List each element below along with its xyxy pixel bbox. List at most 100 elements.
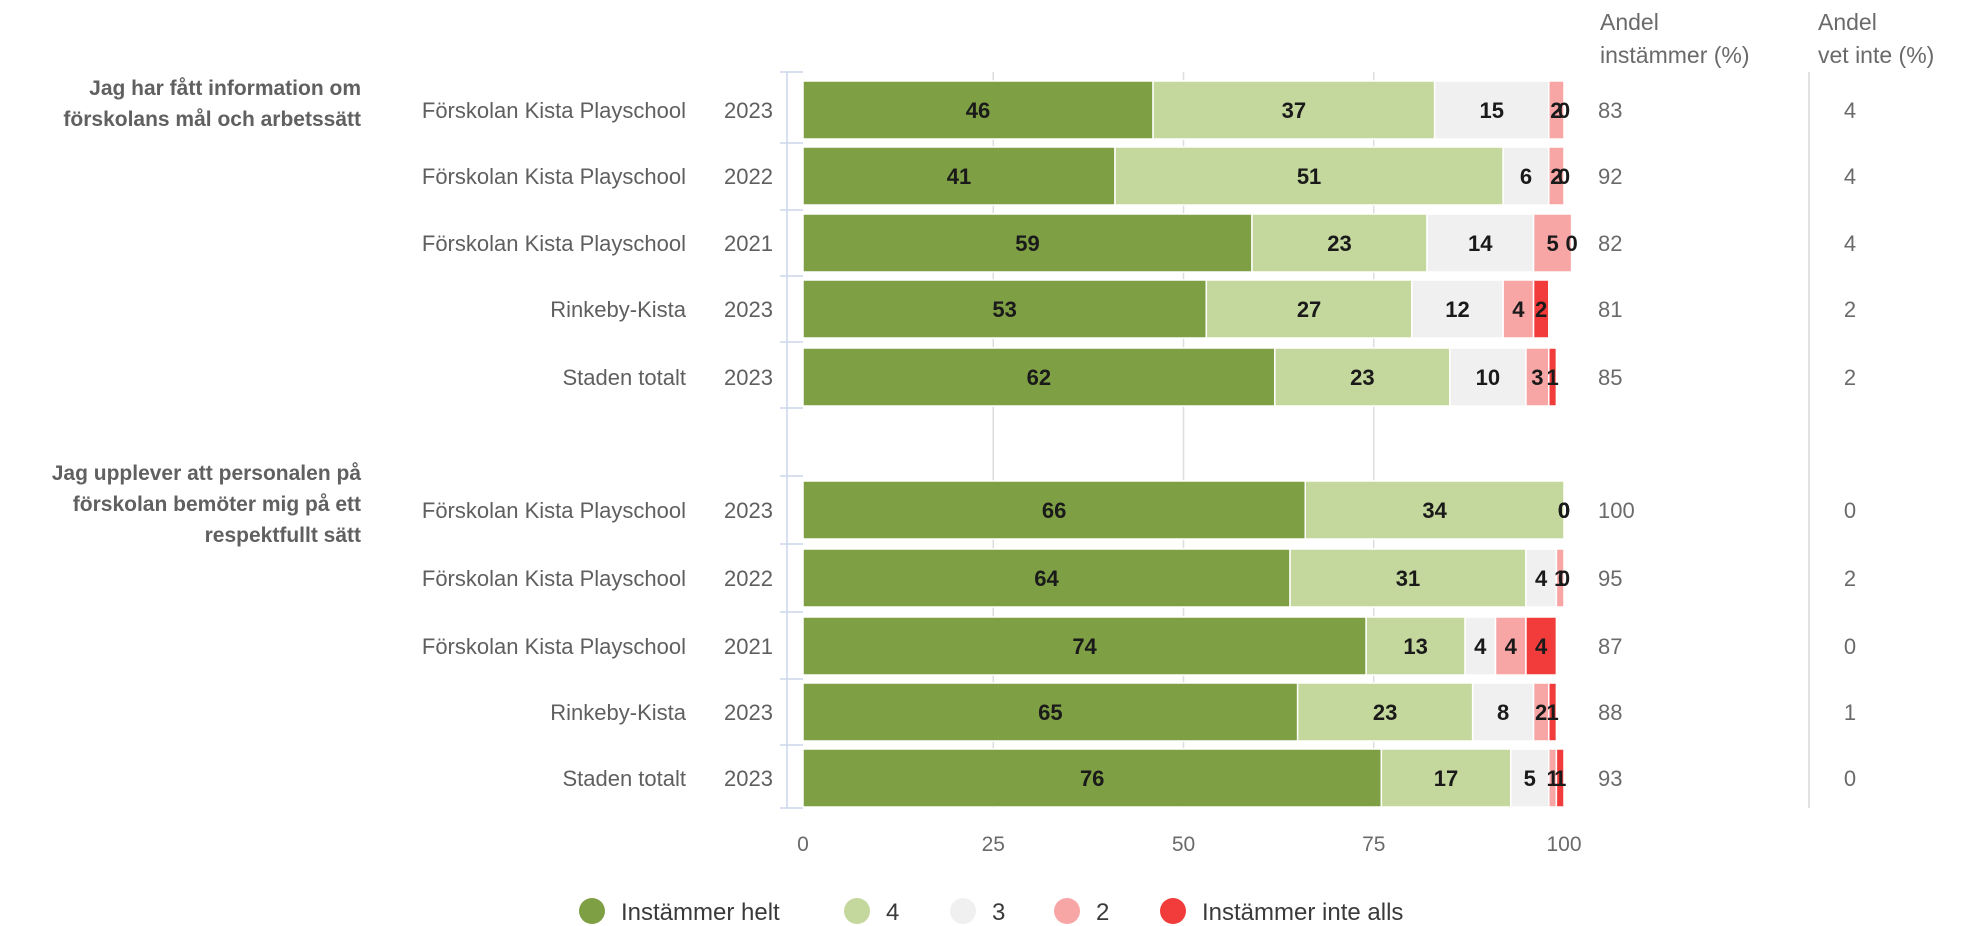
- bar-data-label: 23: [1350, 365, 1374, 390]
- x-tick-label: 75: [1362, 833, 1385, 856]
- bar-data-label: 23: [1327, 231, 1351, 256]
- bar-segment: [1525, 616, 1558, 676]
- bar-data-label: 31: [1396, 566, 1420, 591]
- row-year-label: 2023: [724, 297, 773, 322]
- legend-marker: [844, 898, 870, 924]
- bar-data-label: 3: [1531, 365, 1543, 390]
- bar-segment: [1433, 80, 1550, 140]
- share-agree-value: 93: [1598, 766, 1622, 791]
- share-dont-know-value: 0: [1844, 766, 1856, 791]
- bar-data-label: 0: [1558, 498, 1570, 523]
- bar-segment: [1532, 279, 1550, 339]
- bar-data-label: 10: [1476, 365, 1500, 390]
- bar-data-label: 76: [1080, 766, 1104, 791]
- share-dont-know-value: 0: [1844, 634, 1856, 659]
- bar-segment: [1289, 548, 1527, 608]
- share-agree-value: 82: [1598, 231, 1622, 256]
- x-tick-label: 0: [797, 833, 809, 856]
- row-year-label: 2023: [724, 365, 773, 390]
- bar-data-label: 41: [947, 164, 971, 189]
- row-unit-label: Rinkeby-Kista: [550, 297, 686, 322]
- legend-label: Instämmer inte alls: [1202, 899, 1403, 926]
- bar-data-label: 17: [1434, 766, 1458, 791]
- row-year-label: 2023: [724, 766, 773, 791]
- bar-segment: [802, 146, 1116, 206]
- bar-segment: [1365, 616, 1466, 676]
- bar-data-label: 64: [1034, 566, 1059, 591]
- bar-data-label: 4: [1535, 634, 1548, 659]
- header-share-agree: instämmer (%): [1600, 42, 1750, 68]
- bar-data-label: 62: [1027, 365, 1051, 390]
- share-dont-know-value: 4: [1844, 98, 1856, 123]
- legend-item[interactable]: 3: [950, 898, 1005, 926]
- group-label: Jag upplever att personalen på: [52, 462, 362, 485]
- header-share-agree: Andel: [1600, 9, 1659, 35]
- bar-data-label: 1: [1546, 700, 1558, 725]
- bar-segment: [1494, 616, 1527, 676]
- row-year-label: 2021: [724, 231, 773, 256]
- bar-data-label: 2: [1550, 164, 1562, 189]
- legend-item[interactable]: Instämmer helt: [579, 898, 780, 926]
- row-unit-label: Staden totalt: [562, 365, 686, 390]
- bar-segment: [1525, 548, 1558, 608]
- legend-label: 2: [1096, 899, 1109, 926]
- bar-data-label: 51: [1297, 164, 1321, 189]
- share-agree-value: 85: [1598, 365, 1622, 390]
- row-year-label: 2023: [724, 700, 773, 725]
- group-label: respektfullt sätt: [205, 524, 361, 547]
- bar-segment: [1449, 347, 1527, 407]
- header-share-dont-know: vet inte (%): [1818, 42, 1934, 68]
- bar-segment: [802, 548, 1291, 608]
- share-dont-know-value: 1: [1844, 700, 1856, 725]
- x-tick-label: 100: [1546, 833, 1581, 856]
- row-year-label: 2022: [724, 164, 773, 189]
- bar-data-label: 8: [1497, 700, 1509, 725]
- row-unit-label: Rinkeby-Kista: [550, 700, 686, 725]
- bar-segment: [1532, 213, 1573, 273]
- legend-item[interactable]: Instämmer inte alls: [1160, 898, 1403, 926]
- bar-data-label: 0: [1565, 231, 1577, 256]
- bar-data-label: 66: [1042, 498, 1066, 523]
- bar-data-label: 46: [966, 98, 990, 123]
- bar-segment: [1502, 279, 1535, 339]
- x-tick-label: 50: [1172, 833, 1195, 856]
- group-label: förskolans mål och arbetssätt: [63, 108, 361, 131]
- bar-data-label: 15: [1479, 98, 1503, 123]
- x-tick-label: 25: [982, 833, 1005, 856]
- row-labels: Jag har fått information om förskolans må…: [52, 77, 773, 791]
- legend-item[interactable]: 4: [844, 898, 899, 926]
- row-unit-label: Förskolan Kista Playschool: [422, 498, 686, 523]
- x-axis-ticks: 0 25 50 75 100: [797, 833, 1581, 856]
- bar-data-label: 4: [1505, 634, 1518, 659]
- bar-segment: [1471, 682, 1535, 742]
- legend-item[interactable]: 2: [1054, 898, 1109, 926]
- bar-data-label: 59: [1015, 231, 1039, 256]
- bar-segment: [802, 279, 1208, 339]
- row-unit-label: Förskolan Kista Playschool: [422, 634, 686, 659]
- bar-data-label: 0: [1558, 498, 1570, 523]
- share-agree-value: 92: [1598, 164, 1622, 189]
- group-label: Jag har fått information om: [89, 77, 361, 100]
- row-unit-label: Förskolan Kista Playschool: [422, 566, 686, 591]
- bar-data-label: 5: [1524, 766, 1536, 791]
- row-year-label: 2021: [724, 634, 773, 659]
- legend-marker: [950, 898, 976, 924]
- bar-data-label: 0: [1558, 98, 1570, 123]
- legend-label: 4: [886, 899, 899, 926]
- row-year-label: 2023: [724, 98, 773, 123]
- bar-data-label: 5: [1546, 231, 1558, 256]
- share-agree-value: 83: [1598, 98, 1622, 123]
- bar-segment: [1411, 279, 1504, 339]
- bar-data-label: 2: [1550, 98, 1562, 123]
- share-agree-value: 81: [1598, 297, 1622, 322]
- bar-data-label: 13: [1403, 634, 1427, 659]
- share-dont-know-value: 4: [1844, 231, 1856, 256]
- bar-data-label: 6: [1520, 164, 1532, 189]
- legend-marker: [579, 898, 605, 924]
- bar-data-label: 0: [1558, 164, 1570, 189]
- bar-data-label: 0: [1558, 498, 1570, 523]
- bar-data-label: 4: [1474, 634, 1487, 659]
- bar-segment: [1548, 146, 1565, 206]
- bar-data-label: 1: [1554, 766, 1566, 791]
